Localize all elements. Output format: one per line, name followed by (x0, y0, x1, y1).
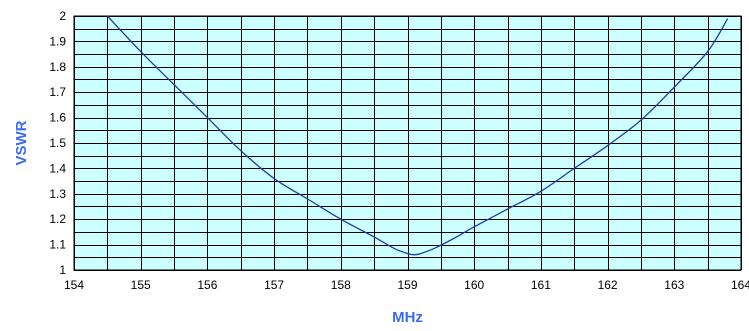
vswr-series-line (106, 15, 729, 256)
x-tick-label: 158 (331, 278, 351, 292)
y-tick-label: 1.2 (49, 212, 66, 226)
x-tick-label: 162 (598, 278, 618, 292)
y-tick-label: 2 (59, 9, 66, 23)
y-tick-label: 1.9 (49, 34, 66, 48)
plot-border (73, 15, 742, 271)
y-tick-label: 1.4 (49, 161, 66, 175)
y-tick-label: 1.3 (49, 187, 66, 201)
x-axis-title: MHz (392, 309, 423, 326)
x-tick-label: 155 (131, 278, 151, 292)
x-tick-label: 157 (264, 278, 284, 292)
x-tick-label: 163 (664, 278, 684, 292)
x-tick-label: 164 (731, 278, 749, 292)
y-tick-label: 1.8 (49, 60, 66, 74)
tick-labels: 1 1.1 1.2 1.3 1.4 1.5 1.6 1.7 1.8 1.9 2 154 155 156 15… (49, 9, 749, 292)
y-tick-label: 1.6 (49, 111, 66, 125)
y-tick-label: 1 (59, 263, 66, 277)
grid-lines (74, 16, 742, 271)
y-axis-title: VSWR (13, 120, 30, 165)
y-tick-label: 1.7 (49, 85, 66, 99)
x-tick-label: 156 (197, 278, 217, 292)
y-tick-label: 1.1 (49, 238, 66, 252)
y-tick-label: 1.5 (49, 136, 66, 150)
x-tick-label: 160 (464, 278, 484, 292)
x-tick-label: 161 (531, 278, 551, 292)
x-tick-label: 159 (397, 278, 417, 292)
x-tick-label: 154 (64, 278, 84, 292)
